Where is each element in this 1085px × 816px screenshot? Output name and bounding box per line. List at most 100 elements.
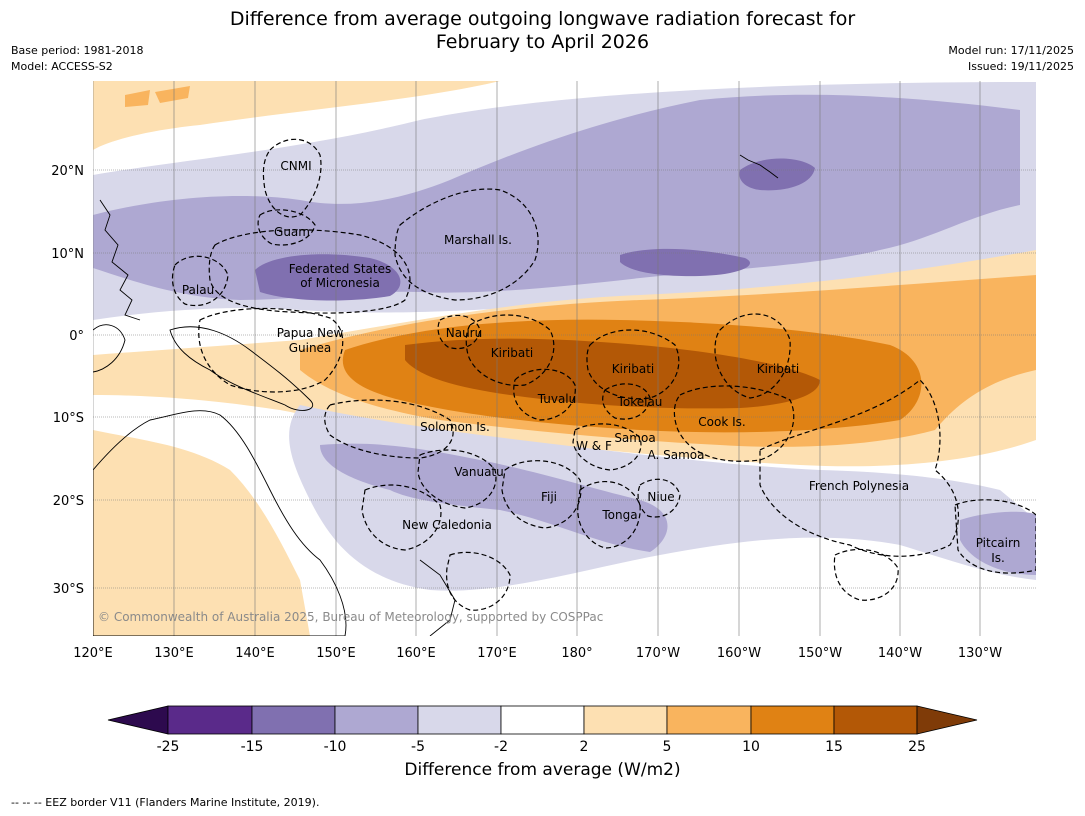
eez-nz: [445, 551, 511, 611]
colorbar-tick: 25: [908, 739, 926, 755]
lon-label: 150°E: [316, 646, 356, 661]
base-period: Base period: 1981-2018: [11, 44, 144, 57]
title-line-2: February to April 2026: [435, 31, 650, 53]
colorbar-bin: [251, 705, 336, 735]
colorbar-tick: -15: [241, 739, 264, 755]
eez-cnmi: [262, 138, 322, 218]
place-solomon: Solomon Is.: [420, 420, 490, 434]
lat-label: 20°N: [51, 164, 84, 179]
model-name: Model: ACCESS-S2: [11, 60, 113, 73]
north-negative-mid: [93, 94, 1020, 300]
graticule: [93, 81, 1036, 636]
eez-tokelau: [602, 383, 651, 420]
place-palau: Palau: [182, 283, 214, 297]
eez-footnote: -- -- -- EEZ border V11 (Flanders Marine…: [11, 796, 320, 809]
place-pitcairn-line1: Pitcairn: [976, 536, 1021, 550]
eez-nauru: [437, 314, 481, 350]
colorbar-bin: [500, 705, 585, 735]
place-nauru: Nauru: [446, 326, 482, 340]
lon-label: 180°: [561, 646, 592, 661]
micronesia-negative-patch: [255, 254, 401, 301]
place-tonga: Tonga: [601, 508, 637, 522]
colorbar-tick: 10: [742, 739, 760, 755]
model-run: Model run: 17/11/2025: [948, 44, 1074, 57]
south-negative-light: [289, 405, 1036, 591]
meta-left: Base period: 1981-2018 Model: ACCESS-S2: [11, 43, 143, 75]
eez-kiribati-w: [465, 314, 555, 387]
hawaii-negative-patch: [739, 158, 815, 191]
colorbar-title: Difference from average (W/m2): [404, 760, 681, 780]
eez-niue: [637, 478, 681, 518]
eez-tuvalu: [513, 368, 576, 421]
lon-label: 140°W: [878, 646, 922, 661]
place-vanuatu: Vanuatu: [454, 465, 504, 479]
eez-french-polynesia: [759, 379, 959, 557]
colorbar-under-triangle: [107, 705, 169, 735]
lon-label: 140°E: [235, 646, 275, 661]
colorbar-bin: [417, 705, 502, 735]
lon-label: 170°E: [477, 646, 517, 661]
colorbar-tick: -25: [157, 739, 180, 755]
place-new-caledonia: New Caledonia: [402, 518, 492, 532]
colorbar-bin: [666, 705, 752, 735]
eez-fsm: [208, 229, 411, 314]
australia-coast: [93, 410, 347, 636]
eez-wf-samoa: [572, 423, 642, 471]
place-kiribati-east: Kiribati: [757, 362, 799, 376]
north-positive-band: [93, 81, 500, 150]
eez-kiribati-e: [714, 313, 791, 399]
eez-solomon: [324, 399, 454, 459]
place-pitcairn-line2: Is.: [991, 551, 1005, 565]
colorbar-tick: -2: [494, 739, 508, 755]
equatorial-positive-max: [405, 338, 820, 409]
eez-png: [198, 307, 344, 393]
map-title: Difference from average outgoing longwav…: [0, 8, 1085, 54]
copyright-notice: © Commonwealth of Australia 2025, Bureau…: [98, 610, 603, 624]
lon-label: 170°W: [636, 646, 680, 661]
eez-guam: [257, 209, 316, 246]
place-french-polynesia: French Polynesia: [809, 479, 909, 493]
lon-label: 160°W: [717, 646, 761, 661]
place-tokelau: Tokelau: [617, 395, 663, 409]
lat-label: 10°N: [51, 247, 84, 262]
lon-label: 130°E: [154, 646, 194, 661]
borneo-coast: [93, 324, 126, 373]
colorbar-tick: 2: [580, 739, 589, 755]
eez-palau: [171, 255, 229, 307]
place-fsm-line1: Federated States: [289, 262, 391, 276]
eez-south-loop: [833, 548, 899, 601]
colorbar-bin: [334, 705, 419, 735]
philippines-coast: [99, 199, 141, 321]
colorbar-tick: -5: [411, 739, 425, 755]
hawaii-coast: [739, 154, 779, 179]
lon-label: 160°E: [396, 646, 436, 661]
philippines-negative-patch: [93, 235, 135, 267]
place-png-line2: Guinea: [289, 341, 332, 355]
title-line-1: Difference from average outgoing longwav…: [229, 8, 856, 30]
lon-label: 150°W: [798, 646, 842, 661]
eez-kiribati-c: [586, 329, 680, 400]
colorbar-bin: [583, 705, 668, 735]
colorbar-bin: [833, 705, 918, 735]
place-marshall: Marshall Is.: [444, 233, 512, 247]
pitcairn-negative-patch: [960, 511, 1036, 575]
colorbar-tick: 15: [825, 739, 843, 755]
latitude-labels: 20°N 10°N 0° 10°S 20°S 30°S: [51, 164, 84, 597]
colorbar-bin: [167, 705, 253, 735]
place-fiji: Fiji: [541, 490, 557, 504]
longitude-labels: 120°E 130°E 140°E 150°E 160°E 170°E 180°…: [73, 646, 1002, 661]
lat-label: 30°S: [53, 582, 84, 597]
lon-label: 130°W: [958, 646, 1002, 661]
eez-tonga: [577, 481, 641, 549]
place-cnmi: CNMI: [280, 159, 311, 173]
place-niue: Niue: [647, 490, 674, 504]
south-positive-band: [93, 430, 310, 636]
place-kiribati-west: Kiribati: [491, 346, 533, 360]
lat-label: 0°: [69, 329, 84, 344]
issued-date: Issued: 19/11/2025: [967, 60, 1074, 73]
place-fsm-line2: of Micronesia: [300, 276, 380, 290]
lat-label: 20°S: [53, 494, 84, 509]
place-cook: Cook Is.: [698, 415, 745, 429]
place-samoa: Samoa: [614, 431, 655, 445]
